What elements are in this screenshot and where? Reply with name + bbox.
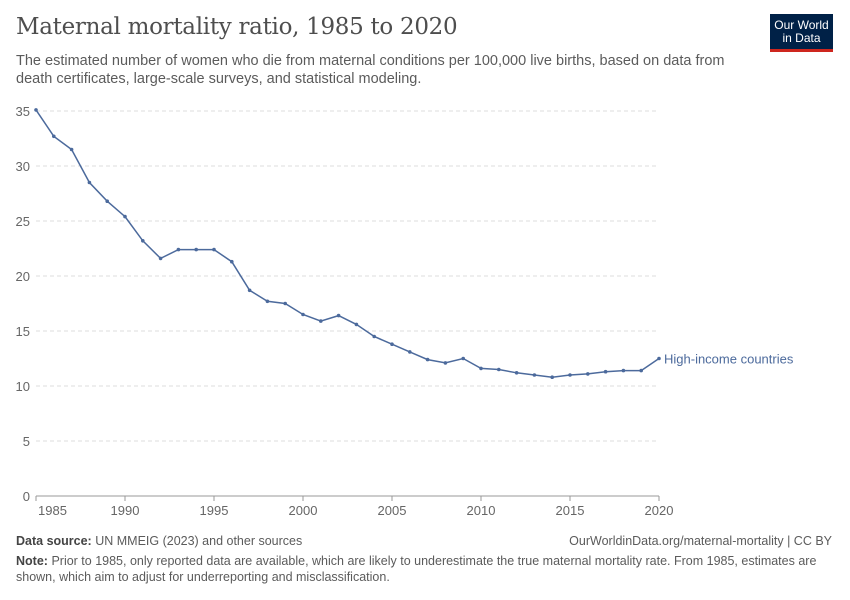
data-point bbox=[586, 372, 590, 376]
data-point bbox=[105, 199, 109, 203]
y-tick-label: 0 bbox=[23, 489, 30, 504]
data-point bbox=[372, 334, 377, 339]
data-point bbox=[639, 368, 643, 373]
y-tick-label: 10 bbox=[16, 379, 30, 394]
data-point bbox=[532, 373, 537, 377]
data-point bbox=[247, 288, 252, 293]
data-point bbox=[354, 322, 359, 327]
x-tick-label: 1995 bbox=[200, 503, 229, 518]
y-tick-label: 5 bbox=[23, 434, 30, 449]
x-tick-label: 2015 bbox=[556, 503, 585, 518]
note: Note: Prior to 1985, only reported data … bbox=[16, 553, 836, 585]
data-point bbox=[443, 361, 448, 365]
chart-subtitle: The estimated number of women who die fr… bbox=[16, 53, 725, 87]
data-point bbox=[514, 371, 519, 375]
data-point bbox=[283, 301, 288, 306]
data-point bbox=[603, 369, 608, 374]
data-point bbox=[621, 368, 626, 373]
owid-logo[interactable]: Our World in Data bbox=[770, 14, 833, 52]
data-point bbox=[230, 259, 234, 264]
data-point bbox=[176, 247, 181, 252]
data-point bbox=[265, 299, 270, 304]
chart-title: Maternal mortality ratio, 1985 to 2020 bbox=[16, 14, 458, 40]
series-label: High-income countries bbox=[664, 352, 794, 367]
data-point bbox=[479, 366, 483, 371]
series-line bbox=[35, 109, 660, 378]
data-point bbox=[123, 214, 127, 219]
data-point bbox=[336, 313, 341, 318]
data-point bbox=[408, 350, 412, 354]
x-tick-label: 2010 bbox=[467, 503, 496, 518]
data-point bbox=[319, 319, 323, 323]
data-point bbox=[212, 247, 216, 252]
source-text: UN MMEIG (2023) and other sources bbox=[95, 534, 303, 548]
data-point bbox=[87, 180, 92, 185]
data-point bbox=[425, 357, 430, 362]
logo-line1: Our World bbox=[774, 18, 829, 32]
data-point bbox=[69, 147, 74, 152]
data-point bbox=[52, 134, 56, 139]
data-point bbox=[497, 367, 501, 372]
data-point bbox=[301, 312, 305, 317]
data-point bbox=[141, 239, 145, 243]
data-point bbox=[34, 108, 38, 112]
y-tick-label: 25 bbox=[16, 214, 30, 229]
data-source: Data source: UN MMEIG (2023) and other s… bbox=[16, 533, 302, 549]
data-point bbox=[194, 247, 198, 252]
data-point bbox=[550, 375, 554, 380]
data-point bbox=[568, 373, 572, 377]
x-tick-label: 2000 bbox=[289, 503, 318, 518]
y-tick-label: 15 bbox=[16, 324, 30, 339]
data-point bbox=[461, 356, 466, 361]
note-text: Prior to 1985, only reported data are av… bbox=[16, 554, 817, 584]
data-point bbox=[390, 342, 394, 347]
x-tick-label: 1990 bbox=[111, 503, 140, 518]
y-tick-label: 20 bbox=[16, 269, 30, 284]
data-point bbox=[158, 256, 163, 261]
x-tick-label: 1985 bbox=[38, 503, 67, 518]
logo-line2: in Data bbox=[782, 31, 821, 45]
note-label: Note: bbox=[16, 554, 48, 568]
source-label: Data source: bbox=[16, 534, 92, 548]
source-url[interactable]: OurWorldinData.org/maternal-mortality | … bbox=[569, 534, 832, 548]
y-tick-label: 35 bbox=[16, 104, 30, 119]
x-tick-label: 2005 bbox=[378, 503, 407, 518]
data-point bbox=[657, 356, 661, 361]
y-tick-label: 30 bbox=[16, 159, 30, 174]
x-tick-label: 2020 bbox=[645, 503, 674, 518]
